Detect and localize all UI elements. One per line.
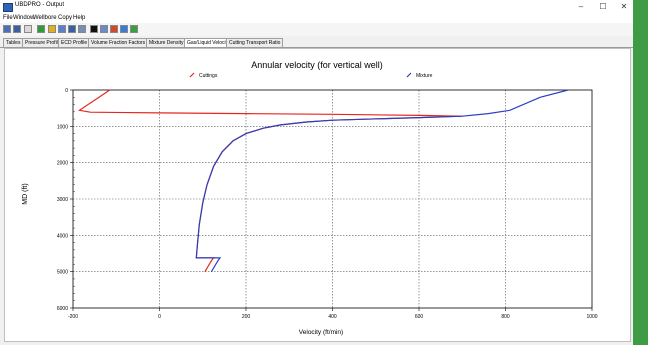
tab-cutting-transport-ratio[interactable]: Cutting Transport Ratio bbox=[226, 38, 284, 47]
image-icon[interactable] bbox=[120, 25, 128, 33]
chart-title: Annular velocity (for vertical well) bbox=[251, 60, 383, 70]
title-bar: UBDPRO - Output – ☐ ✕ bbox=[0, 0, 633, 14]
chart-ticks: -200 0 200 400 600 800 1000 0 1000 2000 3000 4000 50… bbox=[57, 88, 598, 320]
grid-icon[interactable] bbox=[100, 25, 108, 33]
x-tick-label: -200 bbox=[68, 314, 78, 320]
save-icon[interactable] bbox=[13, 25, 21, 33]
velocity-chart: Annular velocity (for vertical well) Cut… bbox=[22, 60, 598, 336]
legend-icon[interactable] bbox=[110, 25, 118, 33]
run-icon[interactable] bbox=[130, 25, 138, 33]
chart-panel: Annular velocity (for vertical well) Cut… bbox=[4, 48, 631, 342]
chart-icon[interactable] bbox=[48, 25, 56, 33]
menu-file[interactable]: File bbox=[3, 15, 13, 21]
x-axis-label: Velocity (ft/min) bbox=[299, 329, 343, 336]
x-tick-label: 1000 bbox=[586, 314, 597, 320]
tab-ecd-profile[interactable]: ECD Profile bbox=[58, 38, 91, 47]
window-title: UBDPRO - Output bbox=[15, 2, 65, 8]
menu-wellbore[interactable]: Wellbore bbox=[33, 15, 57, 21]
x-tick-label: 400 bbox=[328, 314, 337, 320]
table-icon[interactable] bbox=[58, 25, 66, 33]
y-axis-label: MD (ft) bbox=[22, 183, 29, 204]
menu-help[interactable]: Help bbox=[73, 15, 86, 21]
x-tick-label: 0 bbox=[158, 314, 161, 320]
toolbar bbox=[0, 23, 633, 36]
minimize-button[interactable]: – bbox=[578, 2, 584, 11]
y-tick-label: 3000 bbox=[57, 197, 68, 203]
tab-tables[interactable]: Tables bbox=[3, 38, 24, 47]
menu-window[interactable]: Window bbox=[13, 15, 35, 21]
maximize-button[interactable]: ☐ bbox=[599, 2, 607, 11]
copy-icon[interactable] bbox=[24, 25, 32, 33]
app-window: UBDPRO - Output – ☐ ✕ File Window Wellbo… bbox=[0, 0, 633, 345]
x-tick-label: 800 bbox=[501, 314, 510, 320]
y-tick-label: 1000 bbox=[57, 124, 68, 130]
print-icon[interactable] bbox=[3, 25, 11, 33]
tab-bar: Tables Pressure Profile ECD Profile Volu… bbox=[0, 37, 633, 48]
y-tick-label: 6000 bbox=[57, 306, 68, 312]
tab-volume-fraction-factors[interactable]: Volume Fraction Factors bbox=[88, 38, 149, 47]
menu-copy[interactable]: Copy bbox=[58, 15, 73, 21]
close-button[interactable]: ✕ bbox=[620, 2, 628, 11]
y-tick-label: 5000 bbox=[57, 270, 68, 276]
color-icon[interactable] bbox=[90, 25, 98, 33]
legend-label-cuttings: Cuttings bbox=[199, 73, 218, 79]
chart-legend: Cuttings Mixture bbox=[189, 72, 433, 79]
x-tick-label: 200 bbox=[242, 314, 251, 320]
export-icon[interactable] bbox=[37, 25, 45, 33]
settings-icon[interactable] bbox=[78, 25, 86, 33]
tab-mixture-density[interactable]: Mixture Density bbox=[146, 38, 187, 47]
chart-series bbox=[77, 89, 569, 273]
legend-swatch-cuttings bbox=[189, 72, 195, 78]
app-icon bbox=[3, 3, 13, 12]
y-tick-label: 2000 bbox=[57, 161, 68, 167]
chart-grid bbox=[73, 90, 592, 308]
legend-label-mixture: Mixture bbox=[416, 73, 433, 79]
side-accent-bar bbox=[633, 0, 648, 345]
series-line-cuttings bbox=[77, 89, 463, 273]
menu-bar: File Window Wellbore Copy Help bbox=[0, 14, 633, 23]
x-tick-label: 600 bbox=[415, 314, 424, 320]
legend-swatch-mixture bbox=[406, 72, 412, 78]
series-line-mixture bbox=[195, 89, 569, 273]
y-tick-label: 4000 bbox=[57, 233, 68, 239]
zoom-icon[interactable] bbox=[68, 25, 76, 33]
y-tick-label: 0 bbox=[65, 88, 68, 94]
